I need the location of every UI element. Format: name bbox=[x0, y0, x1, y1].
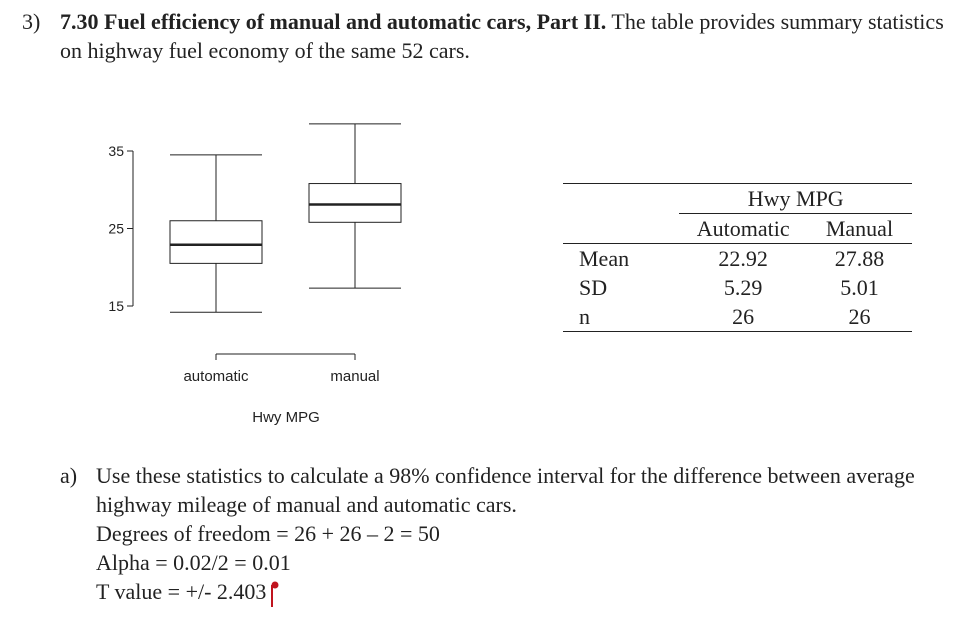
cell-automatic: 22.92 bbox=[718, 246, 768, 271]
problem-intro: The table provides summary statistics on… bbox=[60, 9, 944, 63]
table-column-row: Automatic Manual bbox=[563, 213, 912, 244]
cell-manual: 5.01 bbox=[840, 275, 879, 300]
x-axis: automatic manual Hwy MPG bbox=[183, 353, 380, 426]
answer-alpha: Alpha = 0.02/2 = 0.01 bbox=[96, 550, 291, 575]
summary-stats-table: Hwy MPG Automatic Manual Mean 22.92 27.8… bbox=[563, 183, 912, 332]
x-axis-label: Hwy MPG bbox=[252, 409, 320, 426]
row-label: n bbox=[579, 304, 590, 329]
y-tick-label: 25 bbox=[108, 221, 124, 237]
cell-automatic: 26 bbox=[732, 304, 755, 329]
iqr-box bbox=[169, 220, 263, 264]
part-a-question: Use these statistics to calculate a 98% … bbox=[96, 463, 915, 517]
row-label: Mean bbox=[579, 246, 630, 271]
table-row: SD 5.29 5.01 bbox=[563, 273, 912, 302]
box-automatic bbox=[169, 154, 263, 313]
text-cursor-icon[interactable] bbox=[270, 581, 280, 607]
table-group-header: Hwy MPG bbox=[747, 186, 844, 211]
problem-statement: 7.30 Fuel efficiency of manual and autom… bbox=[60, 7, 950, 65]
x-tick-label: automatic bbox=[183, 368, 249, 385]
boxplot-boxes bbox=[169, 123, 402, 313]
iqr-box bbox=[308, 183, 402, 223]
x-tick-label: manual bbox=[330, 368, 379, 385]
problem-title: 7.30 Fuel efficiency of manual and autom… bbox=[60, 9, 607, 34]
table-header-row: Hwy MPG bbox=[563, 183, 912, 214]
col-header-automatic: Automatic bbox=[679, 213, 807, 244]
part-a-letter: a) bbox=[60, 463, 78, 488]
problem-number: 3) bbox=[22, 9, 41, 34]
cell-manual: 26 bbox=[848, 304, 871, 329]
y-tick-label: 15 bbox=[108, 298, 124, 314]
box-manual bbox=[308, 123, 402, 289]
cell-automatic: 5.29 bbox=[723, 275, 763, 300]
y-axis: 15 25 35 bbox=[108, 143, 134, 314]
answer-degrees-of-freedom: Degrees of freedom = 26 + 26 – 2 = 50 bbox=[96, 521, 440, 546]
col-header-manual: Manual bbox=[806, 213, 912, 244]
y-tick-label: 35 bbox=[108, 143, 124, 159]
row-label: SD bbox=[579, 275, 608, 300]
table-row: n 26 26 bbox=[563, 302, 912, 332]
table-row: Mean 22.92 27.88 bbox=[563, 243, 912, 274]
answer-t-value: T value = +/- 2.403 bbox=[96, 579, 267, 604]
part-a-body: Use these statistics to calculate a 98% … bbox=[96, 461, 936, 607]
cell-manual: 27.88 bbox=[834, 246, 885, 271]
